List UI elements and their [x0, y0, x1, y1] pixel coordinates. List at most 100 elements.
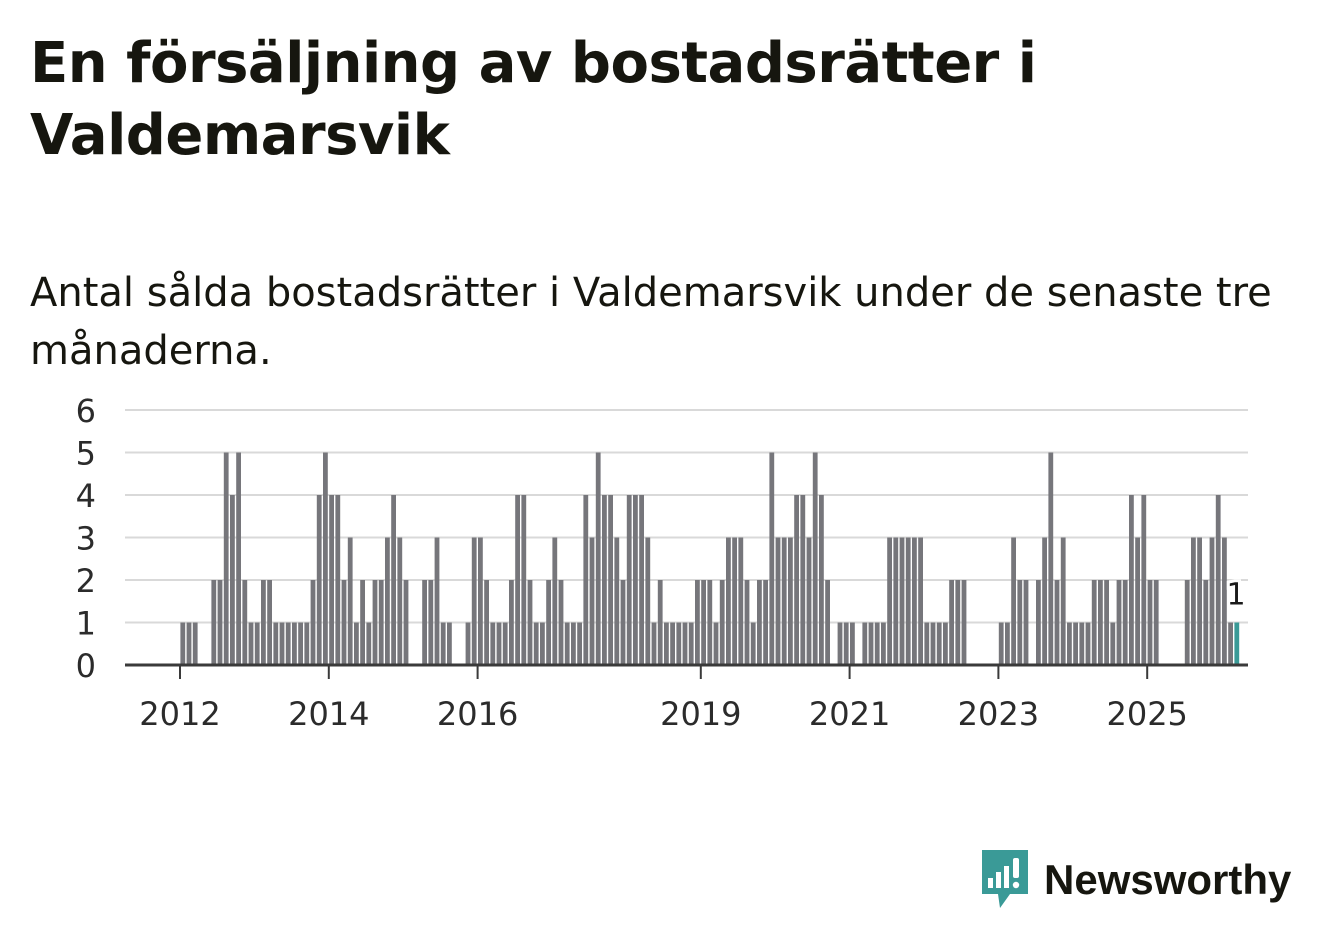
- bar: [1197, 537, 1202, 665]
- bar: [484, 580, 489, 665]
- bar: [788, 537, 793, 665]
- bar: [595, 452, 601, 665]
- bar: [447, 622, 452, 665]
- bar: [478, 537, 483, 665]
- bar: [1036, 580, 1041, 665]
- x-tick-label: 2019: [660, 695, 741, 733]
- bar: [645, 537, 651, 665]
- x-tick-label: 2025: [1106, 695, 1187, 733]
- bar: [217, 580, 223, 665]
- y-tick-label: 1: [76, 605, 96, 643]
- bar: [285, 622, 291, 665]
- bar: [701, 580, 706, 665]
- bar: [180, 622, 186, 665]
- bar: [310, 580, 316, 665]
- bar: [955, 580, 961, 665]
- x-tick-label: 2023: [958, 695, 1039, 733]
- bar: [583, 495, 589, 665]
- bar: [533, 622, 539, 665]
- bar: [837, 622, 843, 665]
- bar: [571, 622, 576, 665]
- bar: [273, 622, 279, 665]
- bar: [1054, 580, 1060, 665]
- bar: [794, 495, 799, 665]
- bar: [949, 580, 954, 665]
- bar: [540, 622, 545, 665]
- bar: [1098, 580, 1103, 665]
- bar: [1209, 537, 1215, 665]
- bar: [1135, 537, 1140, 665]
- bar: [515, 495, 520, 665]
- bar: [1184, 580, 1190, 665]
- bar: [329, 495, 334, 665]
- y-tick-label: 4: [76, 477, 96, 515]
- bar: [763, 580, 768, 665]
- bar: [465, 622, 471, 665]
- bar: [527, 580, 533, 665]
- bar: [564, 622, 570, 665]
- highlight-bar: [1234, 622, 1240, 665]
- bar: [230, 495, 235, 665]
- bar: [688, 622, 694, 665]
- bar: [335, 495, 341, 665]
- bar: [471, 537, 477, 665]
- bar: [1104, 580, 1109, 665]
- bar: [236, 452, 241, 665]
- bar: [316, 495, 322, 665]
- bar: [391, 495, 396, 665]
- bar: [874, 622, 880, 665]
- bar: [1085, 622, 1091, 665]
- bar: [695, 580, 700, 665]
- bar: [843, 622, 849, 665]
- bar: [546, 580, 551, 665]
- bar: [812, 452, 818, 665]
- y-tick-label: 2: [76, 562, 96, 600]
- bar: [502, 622, 508, 665]
- newsworthy-brand: Newsworthy: [980, 848, 1291, 912]
- bar: [726, 537, 731, 665]
- bar: [385, 537, 390, 665]
- y-tick-label: 0: [76, 647, 96, 685]
- bar: [292, 622, 297, 665]
- bar-chart: 0 1 2 3 4 5 6 1 2012 2014 2016 2019 2021 2023 2025: [76, 392, 1249, 733]
- bar: [614, 537, 620, 665]
- bar: [887, 537, 892, 665]
- x-tick-label: 2014: [288, 695, 369, 733]
- bar: [781, 537, 787, 665]
- bar: [620, 580, 626, 665]
- bar: [664, 622, 669, 665]
- bar: [1129, 495, 1134, 665]
- bar: [639, 495, 644, 665]
- bar: [744, 580, 750, 665]
- bar: [633, 495, 638, 665]
- bar: [347, 537, 353, 665]
- bar: [403, 580, 409, 665]
- bar: [651, 622, 657, 665]
- bar: [360, 580, 365, 665]
- x-tick-label: 2021: [809, 695, 890, 733]
- bar: [899, 537, 905, 665]
- bar: [223, 452, 229, 665]
- bar: [279, 622, 285, 665]
- bar: [713, 622, 719, 665]
- bar: [428, 580, 434, 665]
- bar: [1079, 622, 1085, 665]
- bar: [1073, 622, 1078, 665]
- bar: [261, 580, 266, 665]
- bar: [1153, 580, 1159, 665]
- bar: [1011, 537, 1016, 665]
- brand-name: Newsworthy: [1044, 856, 1292, 903]
- bar: [589, 537, 595, 665]
- bar: [552, 537, 558, 665]
- bar: [800, 495, 806, 665]
- bar: [490, 622, 496, 665]
- bar: [211, 580, 217, 665]
- bar: [862, 622, 868, 665]
- bar: [868, 622, 874, 665]
- bar: [719, 580, 725, 665]
- bar: [1023, 580, 1029, 665]
- bar: [521, 495, 527, 665]
- bar: [577, 622, 582, 665]
- bar: [1067, 622, 1072, 665]
- bar: [924, 622, 930, 665]
